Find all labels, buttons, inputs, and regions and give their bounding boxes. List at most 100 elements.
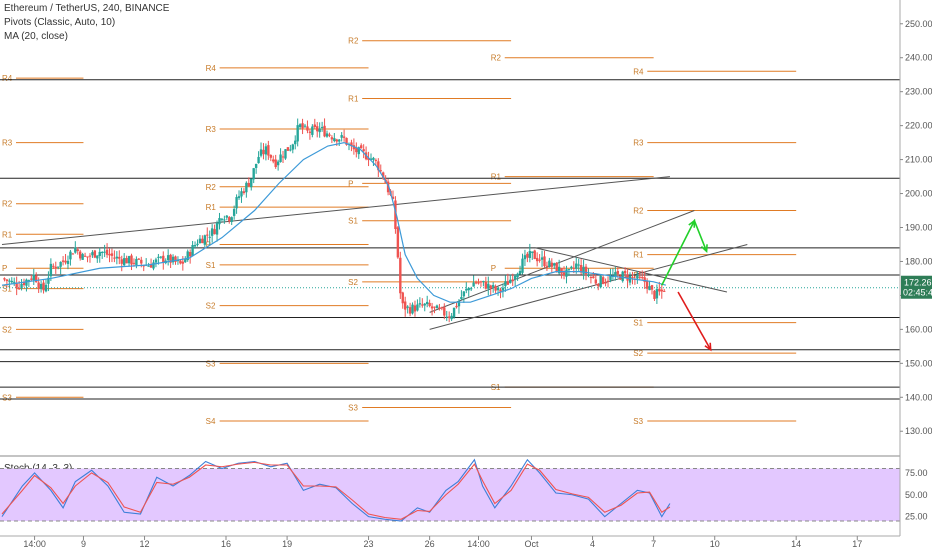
candle-body bbox=[357, 147, 360, 155]
candle-body bbox=[374, 159, 378, 161]
candle-body bbox=[575, 263, 578, 269]
candle-body bbox=[279, 154, 282, 162]
candle-body bbox=[57, 266, 60, 268]
pivot-label: P bbox=[2, 264, 7, 273]
candle-body bbox=[421, 304, 424, 306]
candle-body bbox=[242, 191, 246, 194]
stoch-d-line bbox=[1, 461, 671, 520]
candlesticks bbox=[3, 118, 666, 323]
candle-body bbox=[98, 251, 101, 256]
candle-body bbox=[306, 126, 309, 131]
candle-body bbox=[452, 307, 456, 318]
candle-body bbox=[396, 227, 400, 258]
candle-body bbox=[42, 282, 45, 291]
candle-body bbox=[137, 258, 141, 260]
candle-body bbox=[257, 156, 260, 164]
candle-body bbox=[8, 280, 11, 282]
pivot-label: R4 bbox=[206, 64, 217, 73]
candle-body bbox=[345, 137, 348, 145]
pivot-label: R1 bbox=[491, 173, 502, 182]
candle-body bbox=[181, 261, 185, 264]
candle-body bbox=[447, 316, 451, 319]
candle-body bbox=[638, 276, 641, 278]
candle-body bbox=[482, 280, 485, 282]
y-tick-label: 200.00 bbox=[905, 189, 932, 199]
y-tick-label: 140.00 bbox=[905, 392, 932, 402]
candle-body bbox=[335, 139, 338, 142]
candle-body bbox=[555, 262, 558, 273]
candle-body bbox=[174, 256, 177, 262]
candle-body bbox=[577, 264, 580, 266]
x-tick-label: 7 bbox=[651, 539, 656, 549]
candle-body bbox=[318, 128, 321, 133]
candle-body bbox=[394, 200, 397, 230]
candle-body bbox=[298, 124, 302, 128]
pivot-label: S2 bbox=[206, 302, 216, 311]
candle-body bbox=[13, 281, 16, 283]
pivot-label: S3 bbox=[206, 359, 216, 368]
candle-body bbox=[286, 147, 290, 151]
candle-body bbox=[296, 125, 299, 142]
pivot-label: R3 bbox=[2, 139, 13, 148]
candle-body bbox=[252, 168, 255, 180]
candle-body bbox=[386, 181, 390, 193]
candle-body bbox=[333, 138, 336, 142]
pivot-label: S4 bbox=[206, 417, 216, 426]
candle-body bbox=[589, 277, 593, 279]
pivot-label: R1 bbox=[206, 203, 217, 212]
candle-body bbox=[379, 170, 382, 172]
candle-body bbox=[340, 135, 343, 138]
candle-body bbox=[496, 287, 500, 291]
candle-body bbox=[154, 259, 158, 263]
candle-body bbox=[567, 269, 571, 271]
pivot-label: R2 bbox=[2, 200, 13, 209]
candle-body bbox=[469, 288, 473, 290]
candle-body bbox=[223, 219, 226, 221]
candle-body bbox=[78, 251, 82, 259]
candle-body bbox=[474, 282, 478, 284]
candle-body bbox=[660, 289, 663, 292]
candle-body bbox=[411, 304, 414, 314]
candle-body bbox=[663, 290, 666, 292]
price-badge bbox=[901, 275, 932, 299]
x-tick-label: 14:00 bbox=[23, 539, 46, 549]
candle-body bbox=[538, 259, 541, 261]
candle-body bbox=[621, 271, 624, 282]
candle-body bbox=[650, 285, 654, 290]
trend-line bbox=[1, 176, 670, 245]
candle-body bbox=[225, 215, 229, 218]
pivot-label: P bbox=[491, 264, 496, 273]
candle-body bbox=[303, 125, 307, 127]
candle-body bbox=[66, 260, 70, 264]
candle-body bbox=[81, 254, 84, 260]
candle-body bbox=[382, 172, 385, 179]
candle-body bbox=[220, 218, 224, 220]
y-tick-label: 210.00 bbox=[905, 155, 932, 165]
candle-body bbox=[435, 305, 439, 309]
candle-body bbox=[135, 258, 138, 266]
candle-body bbox=[35, 275, 38, 283]
candle-body bbox=[535, 257, 539, 262]
pivot-label: S3 bbox=[633, 417, 643, 426]
candle-body bbox=[491, 285, 495, 287]
x-tick-label: 9 bbox=[81, 539, 86, 549]
arrowhead bbox=[688, 219, 696, 228]
candle-body bbox=[450, 315, 453, 320]
candle-body bbox=[25, 279, 28, 286]
candle-body bbox=[10, 280, 13, 283]
y-tick-label: 130.00 bbox=[905, 426, 932, 436]
x-tick-label: 19 bbox=[282, 539, 292, 549]
candle-body bbox=[269, 154, 272, 158]
arrowhead bbox=[700, 244, 708, 253]
candle-body bbox=[489, 285, 492, 289]
candle-body bbox=[509, 279, 512, 284]
candle-body bbox=[528, 251, 532, 258]
candle-body bbox=[428, 302, 431, 307]
candle-body bbox=[499, 289, 502, 292]
candle-body bbox=[5, 279, 9, 282]
pivot-label: R1 bbox=[348, 94, 359, 103]
candle-body bbox=[140, 259, 143, 264]
candle-body bbox=[20, 284, 23, 289]
current-price-label: 172.26 bbox=[904, 278, 932, 288]
